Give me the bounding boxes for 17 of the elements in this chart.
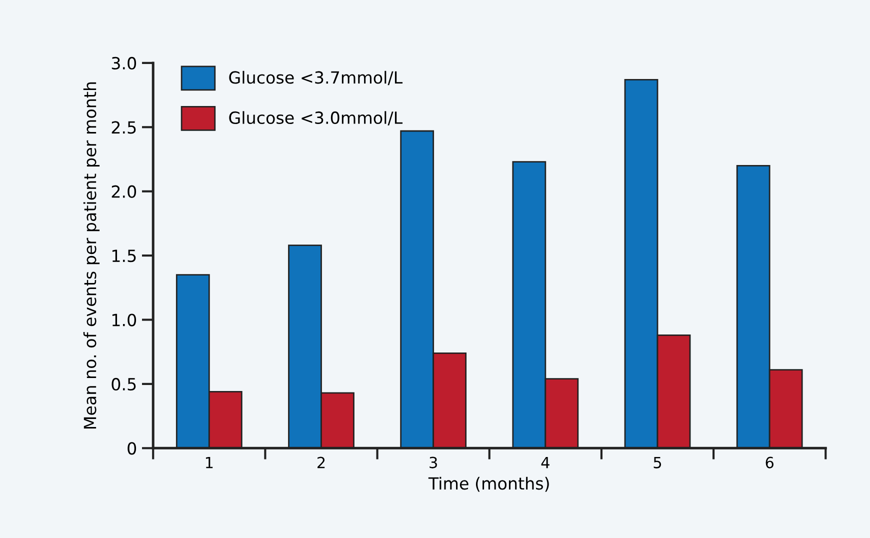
y-tick-label: 2.5 bbox=[112, 121, 136, 134]
x-tick-label: 6 bbox=[766, 456, 774, 468]
x-tick-label: 5 bbox=[654, 456, 662, 468]
legend-label: Glucose <3.0mmol/L bbox=[229, 111, 403, 126]
x-tick-label: 1 bbox=[206, 456, 213, 468]
y-tick-label: 2.0 bbox=[112, 185, 136, 198]
y-tick-label: 3.0 bbox=[112, 56, 136, 70]
x-tick-label: 4 bbox=[541, 456, 550, 468]
y-tick-label: 1.5 bbox=[112, 250, 136, 262]
y-tick-label: 1.0 bbox=[112, 314, 136, 326]
legend-label: Glucose <3.7mmol/L bbox=[229, 70, 403, 86]
y-tick-label: 0.5 bbox=[112, 378, 136, 391]
y-axis-title: Mean no. of events per patient per month bbox=[83, 82, 100, 429]
y-tick-label: 0 bbox=[128, 442, 136, 455]
x-tick-label: 3 bbox=[430, 456, 437, 468]
x-tick-label: 2 bbox=[318, 456, 325, 468]
x-axis-title: Time (months) bbox=[428, 476, 549, 492]
